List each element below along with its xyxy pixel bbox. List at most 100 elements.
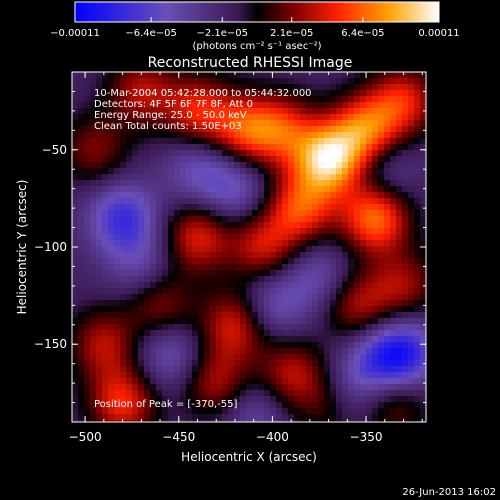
heatmap-cell	[150, 108, 157, 115]
heatmap-cell	[312, 144, 319, 151]
heatmap-cell	[180, 282, 187, 289]
heatmap-cell	[216, 366, 223, 373]
heatmap-cell	[120, 144, 127, 151]
heatmap-cell	[204, 348, 211, 355]
heatmap-cell	[186, 348, 193, 355]
heatmap-cell	[252, 78, 259, 85]
heatmap-cell	[336, 102, 343, 109]
heatmap-cell	[144, 90, 151, 97]
heatmap-cell	[396, 342, 403, 349]
heatmap-cell	[366, 156, 373, 163]
heatmap-cell	[288, 414, 295, 421]
heatmap-cell	[198, 258, 205, 265]
heatmap-cell	[132, 282, 139, 289]
heatmap-cell	[342, 132, 349, 139]
heatmap-cell	[330, 204, 337, 211]
heatmap-cell	[270, 72, 277, 79]
heatmap-cell	[366, 336, 373, 343]
heatmap-cell	[138, 144, 145, 151]
heatmap-cell	[72, 240, 79, 247]
heatmap-cell	[324, 258, 331, 265]
heatmap-cell	[366, 354, 373, 361]
heatmap-cell	[234, 264, 241, 271]
heatmap-cell	[264, 300, 271, 307]
heatmap-cell	[330, 72, 337, 79]
heatmap-cell	[420, 342, 426, 349]
heatmap-cell	[156, 330, 163, 337]
heatmap-cell	[78, 150, 85, 157]
heatmap-cell	[318, 288, 325, 295]
heatmap-cell	[120, 354, 127, 361]
heatmap-cell	[402, 384, 409, 391]
heatmap-cell	[324, 78, 331, 85]
heatmap-cell	[102, 102, 109, 109]
heatmap-cell	[72, 390, 79, 397]
heatmap-cell	[342, 168, 349, 175]
heatmap-cell	[378, 348, 385, 355]
heatmap-cell	[390, 318, 397, 325]
heatmap-cell	[312, 84, 319, 91]
heatmap-cell	[420, 396, 426, 403]
heatmap-cell	[414, 264, 421, 271]
heatmap-cell	[396, 120, 403, 127]
heatmap-cell	[210, 96, 217, 103]
heatmap-cell	[336, 240, 343, 247]
heatmap-cell	[144, 132, 151, 139]
heatmap-cell	[198, 384, 205, 391]
heatmap-cell	[216, 186, 223, 193]
heatmap-cell	[240, 234, 247, 241]
heatmap-cell	[300, 78, 307, 85]
heatmap-cell	[156, 264, 163, 271]
heatmap-cell	[234, 312, 241, 319]
heatmap-cell	[408, 396, 415, 403]
heatmap-cell	[402, 420, 409, 422]
heatmap-cell	[144, 354, 151, 361]
heatmap-cell	[354, 174, 361, 181]
heatmap-cell	[96, 96, 103, 103]
heatmap-cell	[312, 132, 319, 139]
heatmap-cell	[156, 72, 163, 79]
heatmap-cell	[192, 396, 199, 403]
heatmap-cell	[330, 276, 337, 283]
heatmap-cell	[402, 330, 409, 337]
heatmap-cell	[258, 252, 265, 259]
heatmap-cell	[384, 198, 391, 205]
heatmap-cell	[402, 114, 409, 121]
heatmap-cell	[114, 318, 121, 325]
heatmap-cell	[276, 420, 283, 422]
heatmap-cell	[234, 270, 241, 277]
heatmap-cell	[342, 282, 349, 289]
heatmap-cell	[78, 108, 85, 115]
heatmap-cell	[84, 300, 91, 307]
heatmap-cell	[228, 282, 235, 289]
heatmap-cell	[264, 192, 271, 199]
heatmap-cell	[294, 318, 301, 325]
heatmap-cell	[186, 180, 193, 187]
heatmap-cell	[192, 192, 199, 199]
heatmap-cell	[276, 150, 283, 157]
heatmap-cell	[150, 150, 157, 157]
heatmap-cell	[306, 258, 313, 265]
heatmap-cell	[390, 402, 397, 409]
heatmap-cell	[180, 276, 187, 283]
heatmap-cell	[240, 408, 247, 415]
heatmap-cell	[138, 324, 145, 331]
heatmap-cell	[150, 252, 157, 259]
heatmap-cell	[222, 138, 229, 145]
heatmap-cell	[168, 138, 175, 145]
heatmap-cell	[282, 180, 289, 187]
heatmap-cell	[186, 420, 193, 422]
heatmap-cell	[336, 150, 343, 157]
heatmap-cell	[258, 102, 265, 109]
heatmap-cell	[372, 348, 379, 355]
heatmap-cell	[162, 366, 169, 373]
heatmap-cell	[72, 306, 79, 313]
heatmap-cell	[138, 378, 145, 385]
heatmap-cell	[282, 120, 289, 127]
heatmap-cell	[108, 360, 115, 367]
heatmap-cell	[162, 336, 169, 343]
heatmap-cell	[420, 366, 426, 373]
heatmap-cell	[132, 390, 139, 397]
heatmap-cell	[96, 180, 103, 187]
heatmap-cell	[318, 120, 325, 127]
